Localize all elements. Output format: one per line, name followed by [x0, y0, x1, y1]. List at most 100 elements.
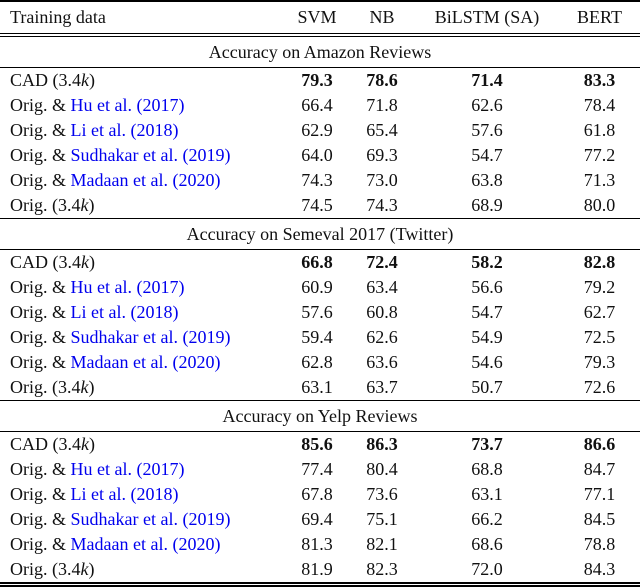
value-bilstm: 54.6 — [471, 352, 503, 372]
value-bilstm: 73.7 — [471, 434, 503, 454]
row-label: Orig. & Sudhakar et al. (2019) — [0, 507, 285, 532]
row-label: CAD (3.4k) — [0, 432, 285, 457]
value-bilstm: 50.7 — [471, 377, 503, 397]
table-row: Orig. & Sudhakar et al. (2019) 59.4 62.6 54… — [0, 325, 640, 350]
row-label-text: ) — [89, 252, 95, 272]
value-bilstm: 66.2 — [471, 509, 503, 529]
citation-link[interactable]: Sudhakar et al. (2019) — [70, 509, 231, 529]
row-label-text: Orig. & — [10, 352, 71, 372]
table-section: Accuracy on Yelp Reviews CAD (3.4k) 85.6 86… — [0, 400, 640, 582]
row-label: Orig. & Li et al. (2018) — [0, 482, 285, 507]
table-row: Orig. (3.4k) 81.9 82.3 72.0 84.3 — [0, 557, 640, 582]
value-bilstm: 68.8 — [471, 459, 503, 479]
value-bert: 79.2 — [583, 277, 616, 297]
table-row: Orig. & Hu et al. (2017) 60.9 63.4 56.6 79.2 — [0, 275, 640, 300]
table-row: Orig. (3.4k) 74.5 74.3 68.9 80.0 — [0, 193, 640, 218]
citation-link[interactable]: Li et al. (2018) — [70, 120, 179, 140]
row-label-italic: k — [81, 252, 89, 272]
value-svm: 66.8 — [301, 252, 333, 272]
value-nb: 75.1 — [366, 509, 398, 529]
row-label: Orig. & Sudhakar et al. (2019) — [0, 325, 285, 350]
value-nb: 62.6 — [366, 327, 398, 347]
value-bilstm: 71.4 — [471, 70, 503, 90]
value-bert: 72.5 — [583, 327, 616, 347]
value-bert: 78.8 — [583, 534, 616, 554]
row-label: Orig. & Li et al. (2018) — [0, 300, 285, 325]
value-nb: 74.3 — [366, 195, 398, 215]
row-label-text: ) — [89, 434, 95, 454]
value-svm: 62.9 — [301, 120, 333, 140]
row-label: Orig. & Madaan et al. (2020) — [0, 350, 285, 375]
value-svm: 69.4 — [301, 509, 333, 529]
row-label: Orig. (3.4k) — [0, 375, 285, 400]
value-svm: 85.6 — [301, 434, 333, 454]
value-bert: 71.3 — [583, 170, 616, 190]
value-bert: 72.6 — [583, 377, 616, 397]
row-label-text: ) — [88, 377, 95, 397]
section-title: Accuracy on Amazon Reviews — [0, 37, 640, 68]
value-svm: 79.3 — [301, 70, 333, 90]
row-label-text: Orig. & — [10, 484, 71, 504]
citation-link[interactable]: Li et al. (2018) — [70, 302, 179, 322]
column-header-bilstm: BiLSTM (SA) — [434, 7, 540, 27]
value-svm: 59.4 — [301, 327, 333, 347]
value-svm: 81.9 — [301, 559, 333, 579]
citation-link[interactable]: Li et al. (2018) — [70, 484, 179, 504]
value-bilstm: 54.7 — [471, 302, 503, 322]
table-header-row: Training data SVM NB BiLSTM (SA) BERT — [0, 2, 640, 37]
row-label: Orig. (3.4k) — [0, 193, 285, 218]
citation-link[interactable]: Madaan et al. (2020) — [70, 170, 221, 190]
value-bilstm: 58.2 — [471, 252, 503, 272]
table-row: Orig. & Madaan et al. (2020) 62.8 63.6 54.6… — [0, 350, 640, 375]
value-bilstm: 57.6 — [471, 120, 503, 140]
value-svm: 81.3 — [301, 534, 333, 554]
value-svm: 62.8 — [301, 352, 333, 372]
citation-link[interactable]: Hu et al. (2017) — [70, 459, 185, 479]
table-section: Accuracy on Amazon Reviews CAD (3.4k) 79.3… — [0, 37, 640, 218]
value-bert: 84.5 — [583, 509, 616, 529]
row-label: Orig. & Hu et al. (2017) — [0, 93, 285, 118]
value-nb: 82.1 — [366, 534, 398, 554]
value-bert: 78.4 — [583, 95, 616, 115]
value-nb: 65.4 — [366, 120, 398, 140]
row-label-text: Orig. & — [10, 509, 71, 529]
citation-link[interactable]: Hu et al. (2017) — [70, 95, 185, 115]
row-label: Orig. & Hu et al. (2017) — [0, 275, 285, 300]
table-row: Orig. & Li et al. (2018) 57.6 60.8 54.7 62.7 — [0, 300, 640, 325]
value-svm: 66.4 — [301, 95, 333, 115]
table-row: Orig. & Sudhakar et al. (2019) 69.4 75.1 66… — [0, 507, 640, 532]
table-section: Accuracy on Semeval 2017 (Twitter) CAD (3… — [0, 218, 640, 400]
value-bilstm: 54.9 — [471, 327, 503, 347]
value-svm: 77.4 — [301, 459, 333, 479]
row-label-text: Orig. & — [10, 534, 71, 554]
citation-link[interactable]: Madaan et al. (2020) — [70, 534, 221, 554]
value-bert: 84.3 — [583, 559, 616, 579]
row-label-text: Orig. & — [10, 277, 71, 297]
value-nb: 86.3 — [366, 434, 398, 454]
value-bert: 77.2 — [583, 145, 616, 165]
row-label-text: Orig. & — [10, 145, 71, 165]
citation-link[interactable]: Sudhakar et al. (2019) — [70, 327, 231, 347]
row-label: Orig. & Li et al. (2018) — [0, 118, 285, 143]
value-svm: 60.9 — [301, 277, 333, 297]
value-svm: 63.1 — [301, 377, 333, 397]
value-nb: 69.3 — [366, 145, 398, 165]
row-label-text: Orig. & — [10, 327, 71, 347]
citation-link[interactable]: Sudhakar et al. (2019) — [70, 145, 231, 165]
row-label-text: Orig. (3.4 — [10, 195, 81, 215]
value-bilstm: 56.6 — [471, 277, 503, 297]
value-nb: 60.8 — [366, 302, 398, 322]
table-row: Orig. & Madaan et al. (2020) 74.3 73.0 63.8… — [0, 168, 640, 193]
table-body: Accuracy on Amazon Reviews CAD (3.4k) 79.3… — [0, 37, 640, 582]
citation-link[interactable]: Hu et al. (2017) — [70, 277, 185, 297]
row-label-text: Orig. & — [10, 170, 71, 190]
value-nb: 78.6 — [366, 70, 398, 90]
section-title: Accuracy on Yelp Reviews — [0, 401, 640, 432]
value-nb: 63.6 — [366, 352, 398, 372]
row-label-italic: k — [81, 434, 89, 454]
value-bilstm: 68.9 — [471, 195, 503, 215]
value-bert: 62.7 — [583, 302, 616, 322]
column-header-nb: NB — [369, 7, 395, 27]
citation-link[interactable]: Madaan et al. (2020) — [70, 352, 221, 372]
